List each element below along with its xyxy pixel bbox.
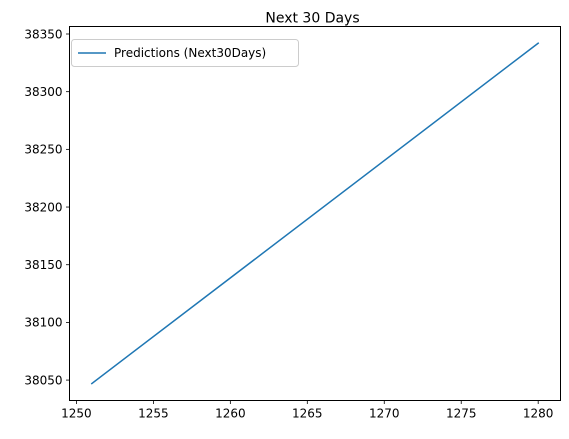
- y-axis: 38050 38100 38150 38200 38250 38300 38350: [24, 27, 69, 387]
- x-tick-label: 1280: [523, 407, 554, 421]
- y-tick-label: 38050: [24, 373, 62, 387]
- y-tick-label: 38100: [24, 316, 62, 330]
- y-tick-label: 38250: [24, 143, 62, 157]
- y-tick-label: 38300: [24, 85, 62, 99]
- x-tick-label: 1270: [369, 407, 400, 421]
- series-layer: [92, 43, 538, 383]
- series-line-0: [92, 43, 538, 383]
- x-tick-label: 1255: [138, 407, 169, 421]
- y-tick-label: 38150: [24, 258, 62, 272]
- chart-title: Next 30 Days: [265, 11, 359, 27]
- x-tick-label: 1260: [215, 407, 246, 421]
- x-axis: 1250 1255 1260 1265 1270 1275 1280: [61, 401, 553, 421]
- y-tick-label: 38200: [24, 200, 62, 214]
- legend-label: Predictions (Next30Days): [114, 46, 266, 60]
- y-tick-label: 38350: [24, 27, 62, 41]
- x-tick-label: 1265: [292, 407, 323, 421]
- x-tick-label: 1250: [61, 407, 92, 421]
- x-tick-label: 1275: [446, 407, 477, 421]
- legend: Predictions (Next30Days): [72, 40, 299, 67]
